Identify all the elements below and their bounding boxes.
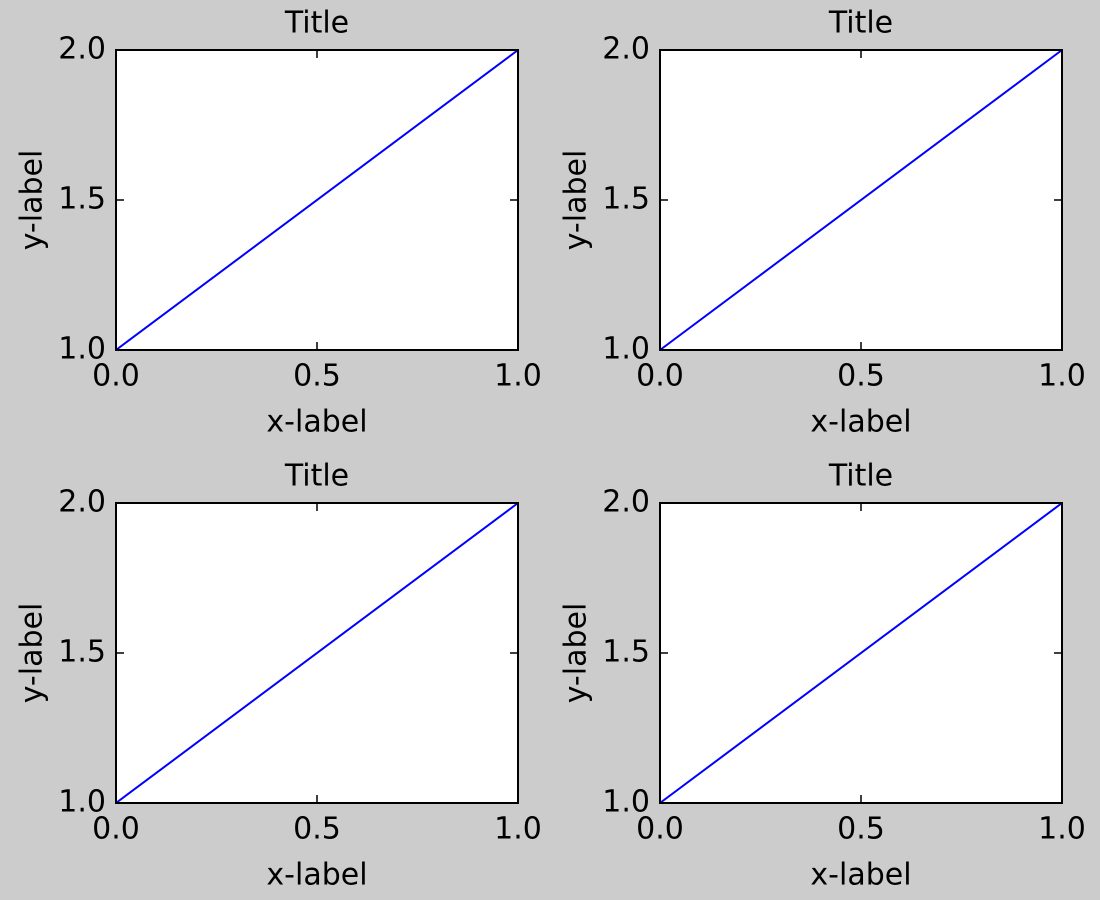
y-tick-label: 1.5 [58, 182, 106, 217]
y-axis-label: y-label [559, 150, 594, 251]
x-tick-label: 0.0 [92, 812, 140, 847]
chart-title: Title [284, 6, 349, 41]
x-tick-label: 1.0 [1038, 812, 1086, 847]
data-line [659, 49, 1063, 351]
y-tick-label: 1.0 [58, 785, 106, 820]
x-tick-label: 0.5 [293, 812, 341, 847]
x-axis-label: x-label [266, 858, 367, 893]
x-tick-label: 0.0 [92, 359, 140, 394]
x-axis-label: x-label [810, 858, 911, 893]
chart-title: Title [828, 6, 893, 41]
y-tick-label: 2.0 [58, 485, 106, 520]
x-tick-label: 0.0 [636, 812, 684, 847]
y-tick-label: 2.0 [602, 32, 650, 67]
x-tick-label: 0.5 [837, 812, 885, 847]
x-axis-label: x-label [266, 405, 367, 440]
y-tick-label: 1.5 [58, 635, 106, 670]
x-tick-label: 0.5 [837, 359, 885, 394]
y-axis-label: y-label [559, 603, 594, 704]
x-tick-label: 1.0 [494, 812, 542, 847]
chart-title: Title [284, 459, 349, 494]
y-tick-label: 1.5 [602, 182, 650, 217]
x-tick-label: 1.0 [1038, 359, 1086, 394]
data-line [659, 502, 1063, 804]
y-axis-label: y-label [15, 150, 50, 251]
y-tick-label: 1.0 [602, 332, 650, 367]
y-tick-label: 1.0 [58, 332, 106, 367]
y-tick-label: 2.0 [58, 32, 106, 67]
x-axis-label: x-label [810, 405, 911, 440]
y-tick-label: 1.0 [602, 785, 650, 820]
x-tick-label: 0.0 [636, 359, 684, 394]
x-tick-label: 1.0 [494, 359, 542, 394]
data-line [115, 49, 519, 351]
chart-title: Title [828, 459, 893, 494]
y-tick-label: 2.0 [602, 485, 650, 520]
y-tick-label: 1.5 [602, 635, 650, 670]
x-tick-label: 0.5 [293, 359, 341, 394]
y-axis-label: y-label [15, 603, 50, 704]
data-line [115, 502, 519, 804]
